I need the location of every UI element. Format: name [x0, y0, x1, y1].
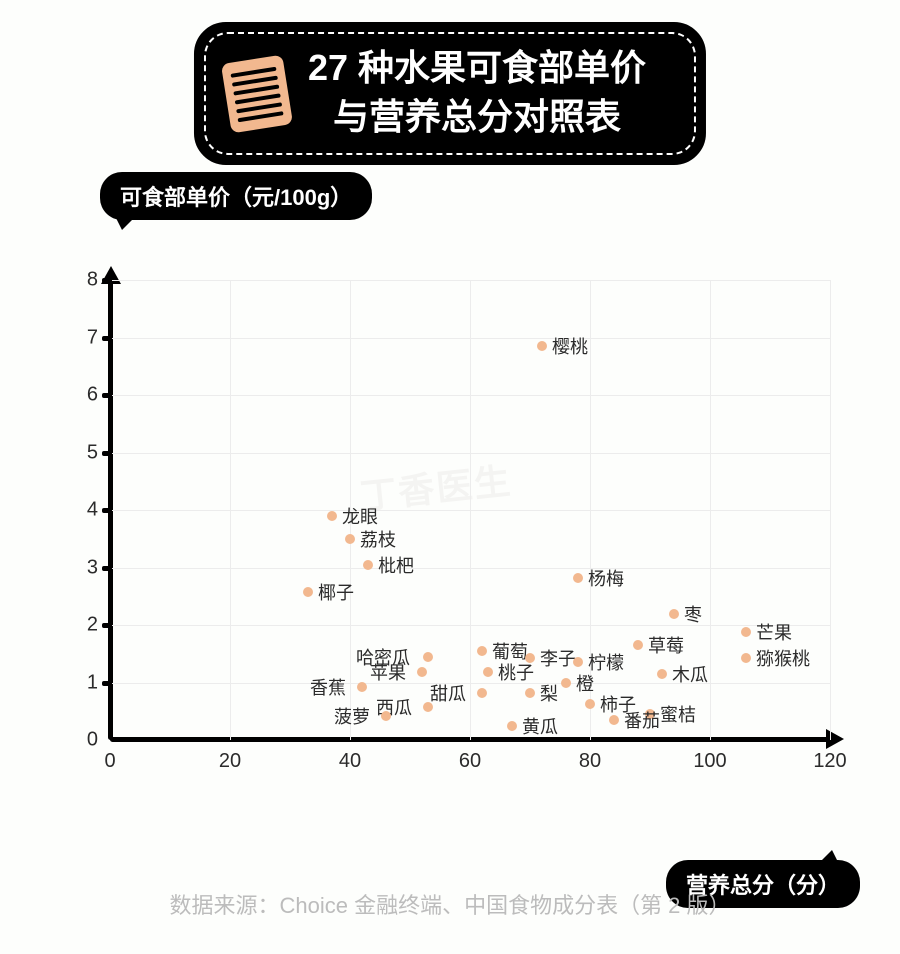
y-tick-mark [102, 566, 112, 571]
grid-line [110, 625, 830, 626]
data-point [303, 587, 313, 597]
data-point-label: 芒果 [756, 619, 792, 645]
grid-line [110, 280, 830, 281]
data-point-label: 椰子 [318, 579, 354, 605]
data-point [561, 678, 571, 688]
data-point-label: 番茄 [624, 707, 660, 733]
x-tick-label: 120 [813, 750, 846, 773]
x-tick-label: 0 [104, 750, 115, 773]
y-tick-label: 4 [87, 499, 98, 522]
data-point [423, 652, 433, 662]
data-point-label: 黄瓜 [522, 713, 558, 739]
data-point [741, 653, 751, 663]
data-point-label: 苹果 [370, 659, 406, 685]
chart-title: 27 种水果可食部单价 与营养总分对照表 [308, 44, 646, 141]
data-point [573, 657, 583, 667]
data-point-label: 香蕉 [310, 674, 346, 700]
notepad-icon [216, 50, 297, 138]
y-tick-mark [102, 393, 112, 398]
data-point [345, 534, 355, 544]
y-tick-label: 3 [87, 556, 98, 579]
data-point [477, 688, 487, 698]
x-tick-label: 20 [219, 750, 241, 773]
grid-line [110, 683, 830, 684]
y-tick-label: 1 [87, 671, 98, 694]
data-point-label: 杨梅 [588, 565, 624, 591]
y-tick-mark [102, 681, 112, 686]
data-point-label: 梨 [540, 680, 558, 706]
grid-line [110, 568, 830, 569]
title-banner: 27 种水果可食部单价 与营养总分对照表 [194, 22, 706, 165]
data-point-label: 草莓 [648, 632, 684, 658]
source-text: 数据来源：Choice 金融终端、中国食物成分表（第 2 版） [0, 888, 900, 920]
y-tick-mark [102, 278, 112, 283]
data-point [609, 715, 619, 725]
y-tick-label: 7 [87, 326, 98, 349]
scatter-chart: 可食部单价（元/100g） 020406080100120012345678樱桃… [50, 220, 850, 800]
data-point [507, 721, 517, 731]
data-point [573, 573, 583, 583]
data-point-label: 甜瓜 [430, 680, 466, 706]
grid-line [110, 338, 830, 339]
data-point [327, 511, 337, 521]
data-point-label: 木瓜 [672, 661, 708, 687]
y-tick-mark [102, 623, 112, 628]
grid-line [110, 395, 830, 396]
y-tick-label: 8 [87, 269, 98, 292]
data-point [381, 711, 391, 721]
data-point [483, 667, 493, 677]
data-point [741, 627, 751, 637]
x-tick-label: 100 [693, 750, 726, 773]
y-axis-label: 可食部单价（元/100g） [100, 172, 372, 220]
y-tick-label: 2 [87, 614, 98, 637]
plot-area: 020406080100120012345678樱桃龙眼荔枝枇杷椰子杨梅枣芒果草… [110, 280, 830, 740]
grid-line [830, 280, 831, 740]
x-tick-label: 60 [459, 750, 481, 773]
grid-line [110, 510, 830, 511]
y-tick-label: 5 [87, 441, 98, 464]
data-point [357, 682, 367, 692]
data-point [633, 640, 643, 650]
data-point [537, 341, 547, 351]
x-tick-label: 40 [339, 750, 361, 773]
data-point [525, 688, 535, 698]
x-tick-label: 80 [579, 750, 601, 773]
data-point-label: 菠萝 [334, 703, 370, 729]
data-point [363, 560, 373, 570]
data-point [423, 702, 433, 712]
data-point-label: 蜜桔 [660, 701, 696, 727]
y-tick-mark [102, 336, 112, 341]
data-point-label: 桃子 [498, 659, 534, 685]
arrow-right-icon [826, 729, 844, 749]
data-point-label: 樱桃 [552, 333, 588, 359]
grid-line [110, 453, 830, 454]
data-point [477, 646, 487, 656]
data-point-label: 李子 [540, 645, 576, 671]
y-tick-label: 0 [87, 729, 98, 752]
data-point-label: 枇杷 [378, 552, 414, 578]
data-point-label: 荔枝 [360, 526, 396, 552]
data-point [417, 667, 427, 677]
y-tick-label: 6 [87, 384, 98, 407]
data-point [585, 699, 595, 709]
data-point [657, 669, 667, 679]
data-point-label: 枣 [684, 601, 702, 627]
y-tick-mark [102, 451, 112, 456]
data-point [669, 609, 679, 619]
data-point-label: 橙 [576, 670, 594, 696]
data-point-label: 猕猴桃 [756, 645, 810, 671]
y-tick-mark [102, 508, 112, 513]
